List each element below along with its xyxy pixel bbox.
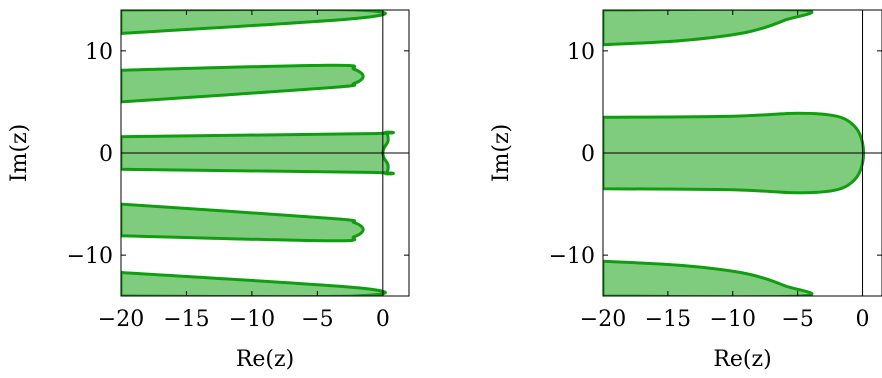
x-tick-label: −5 <box>781 307 813 332</box>
y-tick-label: 0 <box>99 142 113 167</box>
y-tick-label: −10 <box>549 244 595 269</box>
y-tick-label: −10 <box>67 244 113 269</box>
y-tick-label: 0 <box>581 142 595 167</box>
region-4 <box>121 202 365 243</box>
region-5 <box>121 271 387 296</box>
x-tick-label: −20 <box>580 307 626 332</box>
x-tick-label: 0 <box>376 307 390 332</box>
y-tick-label: 10 <box>567 40 595 65</box>
x-tick-label: −20 <box>98 307 144 332</box>
x-tick-label: −15 <box>645 307 691 332</box>
x-axis-label: Re(z) <box>713 347 771 372</box>
region-2 <box>121 63 365 104</box>
x-axis-label: Re(z) <box>236 347 294 372</box>
y-tick-label: 10 <box>85 40 113 65</box>
x-tick-label: −10 <box>710 307 756 332</box>
x-tick-label: −15 <box>163 307 209 332</box>
y-axis-label: Im(z) <box>489 124 514 182</box>
x-tick-label: −5 <box>301 307 333 332</box>
chart-1: −20 −15 −10 −5 0 −10 0 10 Re(z) Im(z) <box>7 9 410 372</box>
y-axis-label: Im(z) <box>7 124 32 182</box>
region-1 <box>121 10 387 35</box>
chart-2: −20 −15 −10 −5 0 −10 0 10 Re(z) Im(z) <box>489 9 882 372</box>
region-1 <box>603 10 814 47</box>
x-tick-label: 0 <box>856 307 870 332</box>
x-tick-label: −10 <box>229 307 275 332</box>
region-3 <box>603 259 814 296</box>
